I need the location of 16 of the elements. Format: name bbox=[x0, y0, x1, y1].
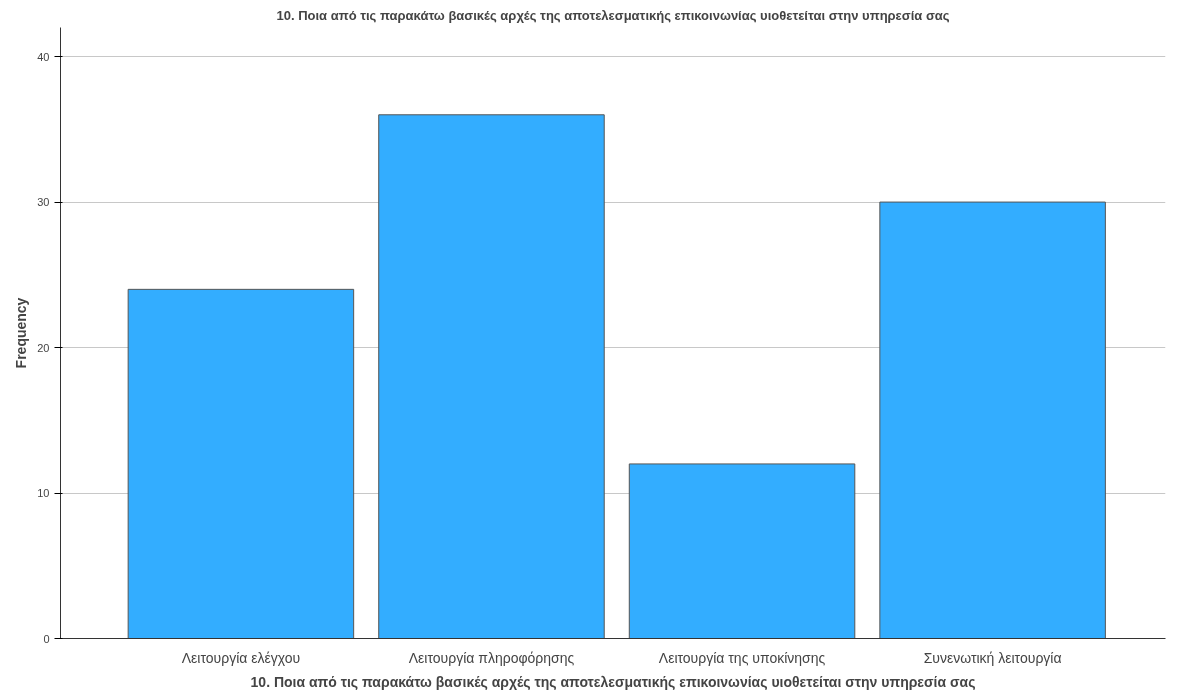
y-tick-label: 10 bbox=[37, 487, 50, 500]
bar bbox=[127, 288, 355, 639]
x-tick-label: Λειτουργία της υποκίνησης bbox=[658, 649, 826, 666]
bar bbox=[378, 114, 605, 639]
x-tick-label: Λειτουργία πληροφόρησης bbox=[408, 649, 575, 666]
y-tick-label: 30 bbox=[37, 196, 50, 209]
y-tick-label: 40 bbox=[37, 50, 50, 63]
bar bbox=[628, 463, 856, 639]
y-tick-label: 0 bbox=[43, 632, 50, 645]
y-axis-title: Frequency bbox=[13, 297, 30, 369]
y-tick-label: 20 bbox=[37, 341, 50, 354]
x-tick-label: Συνενωτική λειτουργία bbox=[923, 649, 1062, 666]
chart-title: 10. Ποια από τις παρακάτω βασικές αρχές της αποτελεσματικής επικοινωνίας υιοθετείται στην υπηρεσία σας bbox=[276, 7, 950, 23]
x-axis-title: 10. Ποια από τις παρακάτω βασικές αρχές της αποτελεσματικής επικοινωνίας υιοθετείται στην υπηρεσία σας bbox=[250, 673, 976, 690]
x-tick-label: Λειτουργία ελέγχου bbox=[181, 649, 301, 666]
bar bbox=[879, 201, 1106, 639]
